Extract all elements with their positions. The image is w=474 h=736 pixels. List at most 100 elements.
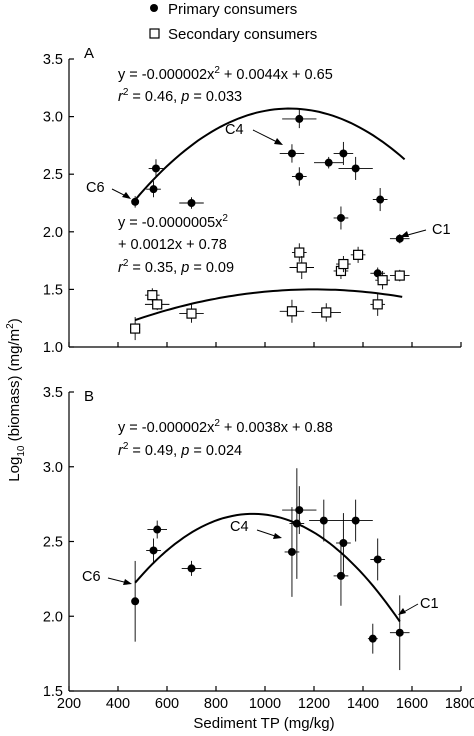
primary-consumer-point xyxy=(372,188,388,212)
primary-consumer-point xyxy=(333,545,349,606)
circle-marker xyxy=(187,564,196,573)
primary-consumer-point xyxy=(181,560,202,576)
legend: Primary consumers Secondary consumers xyxy=(149,1,317,43)
circle-marker xyxy=(395,628,404,637)
panel-a-annotation-c4: C4 xyxy=(225,122,244,138)
panel-a-letter: A xyxy=(84,45,94,62)
panel-a-arrow-c4 xyxy=(252,129,280,144)
secondary-consumer-point xyxy=(130,317,141,341)
panel-b-y-tick-label: 2.5 xyxy=(43,535,63,551)
panel-b-fit-curve-1 xyxy=(134,512,401,623)
primary-consumer-point xyxy=(370,538,386,581)
circle-marker xyxy=(287,547,296,556)
x-axis-tick-labels: 200 400 600 800 1000 1200 1400 1600 1800 xyxy=(57,696,474,712)
secondary-consumer-point xyxy=(389,269,410,282)
secondary-consumer-point xyxy=(291,243,307,262)
circle-marker xyxy=(324,158,333,167)
square-marker xyxy=(372,299,383,310)
x-tick-label: 1800 xyxy=(445,696,474,712)
panel-a-fit-curves xyxy=(134,107,406,322)
secondary-consumer-point xyxy=(179,304,204,323)
x-tick-label: 1600 xyxy=(396,696,428,712)
x-axis-label: Sediment TP (mg/kg) xyxy=(193,715,334,732)
circle-marker xyxy=(187,199,196,207)
panel-a-annotation-c6: C6 xyxy=(86,180,105,196)
panel-a-arrowhead-c4 xyxy=(274,138,283,145)
secondary-consumer-point xyxy=(311,303,341,322)
secondary-consumer-point xyxy=(350,246,366,263)
panel-b-annotation-c6: C6 xyxy=(82,569,101,585)
circle-marker xyxy=(131,597,140,606)
square-marker xyxy=(186,308,197,319)
x-tick-label: 1000 xyxy=(249,696,281,712)
circle-marker xyxy=(131,197,140,206)
circle-marker xyxy=(351,164,360,173)
panel-b-primary-equation: y = -0.000002x2 + 0.0038x + 0.88 xyxy=(118,418,333,436)
primary-consumer-point xyxy=(279,144,305,163)
panel-a-fit-curve-2 xyxy=(134,288,403,322)
panel-b-y-tick-label: 2.0 xyxy=(43,609,63,625)
y-axis-label: Log10 (biomass) (mg/m2) xyxy=(5,318,27,481)
secondary-consumer-point xyxy=(144,298,170,311)
primary-consumer-point xyxy=(282,109,317,129)
legend-secondary-label: Secondary consumers xyxy=(168,26,317,43)
panel-b-y-tick-label: 3.0 xyxy=(43,460,63,476)
secondary-consumer-point xyxy=(289,255,314,280)
square-marker xyxy=(321,307,332,318)
primary-consumer-point xyxy=(338,156,373,180)
square-marker xyxy=(394,270,405,281)
panel-b-annotation-c4: C4 xyxy=(230,519,249,535)
primary-consumer-point xyxy=(333,206,349,230)
secondary-consumer-point xyxy=(375,270,390,290)
panel-a-y-tick-label: 3.0 xyxy=(43,110,63,126)
panel-a-annotation-c1: C1 xyxy=(432,222,451,238)
primary-consumer-point xyxy=(179,197,204,209)
panel-a-fit-curve-1 xyxy=(134,107,406,201)
panel-a-secondary-equation-line2: + 0.0012x + 0.78 xyxy=(118,237,227,253)
panel-a-y-tick-label: 1.5 xyxy=(43,282,63,298)
x-tick-label: 800 xyxy=(204,696,228,712)
legend-primary-label: Primary consumers xyxy=(168,1,297,18)
primary-consumer-point xyxy=(146,181,161,198)
square-marker xyxy=(152,299,163,310)
panel-a-y-tick-label: 2.5 xyxy=(43,167,63,183)
panel-b-arrowhead-c6 xyxy=(123,579,132,585)
square-marker xyxy=(377,275,388,286)
panel-a-data-points xyxy=(130,109,410,341)
circle-marker xyxy=(151,164,160,173)
circle-marker xyxy=(373,555,382,564)
secondary-consumer-point xyxy=(370,292,386,316)
panel-b-y-tick-label: 3.5 xyxy=(43,385,63,401)
panel-b-annotation-c1: C1 xyxy=(420,596,439,612)
primary-consumer-point xyxy=(146,538,161,563)
circle-marker xyxy=(368,634,377,643)
panel-a-arrowhead-c1 xyxy=(400,231,409,237)
primary-consumer-point xyxy=(131,560,140,642)
square-marker xyxy=(296,262,307,273)
panel-a-arrowhead-c6 xyxy=(122,192,131,199)
panel-a-primary-stats: r2 = 0.46, p = 0.033 xyxy=(118,87,242,105)
primary-consumer-point xyxy=(314,156,344,169)
square-marker xyxy=(294,247,305,258)
panel-b-fit-curves xyxy=(134,512,401,623)
circle-marker xyxy=(149,546,158,555)
panel-a: 1.0 1.5 2.0 2.5 3.0 3.5 A y = -0.000002x2 + 0… xyxy=(43,45,462,356)
x-tick-label: 400 xyxy=(106,696,130,712)
circle-marker xyxy=(153,525,162,534)
panel-a-secondary-equation-line1: y = -0.0000005x2 xyxy=(118,213,228,231)
secondary-consumer-point xyxy=(279,299,305,323)
panel-b-data-points xyxy=(131,468,410,671)
circle-marker xyxy=(336,213,345,222)
x-tick-label: 200 xyxy=(57,696,81,712)
primary-consumer-point xyxy=(131,196,140,208)
panel-b-primary-stats: r2 = 0.49, p = 0.024 xyxy=(118,441,242,459)
circle-marker xyxy=(339,149,348,158)
square-marker xyxy=(353,249,364,260)
panel-b-axes: 1.5 2.0 2.5 3.0 3.5 xyxy=(43,385,462,700)
primary-consumer-point xyxy=(367,623,378,654)
circle-marker xyxy=(287,149,296,158)
panel-a-primary-equation: y = -0.000002x2 + 0.0044x + 0.65 xyxy=(118,65,333,83)
circle-marker xyxy=(339,538,348,547)
primary-consumer-point xyxy=(336,513,351,573)
panel-a-y-tick-label: 3.5 xyxy=(43,52,63,68)
